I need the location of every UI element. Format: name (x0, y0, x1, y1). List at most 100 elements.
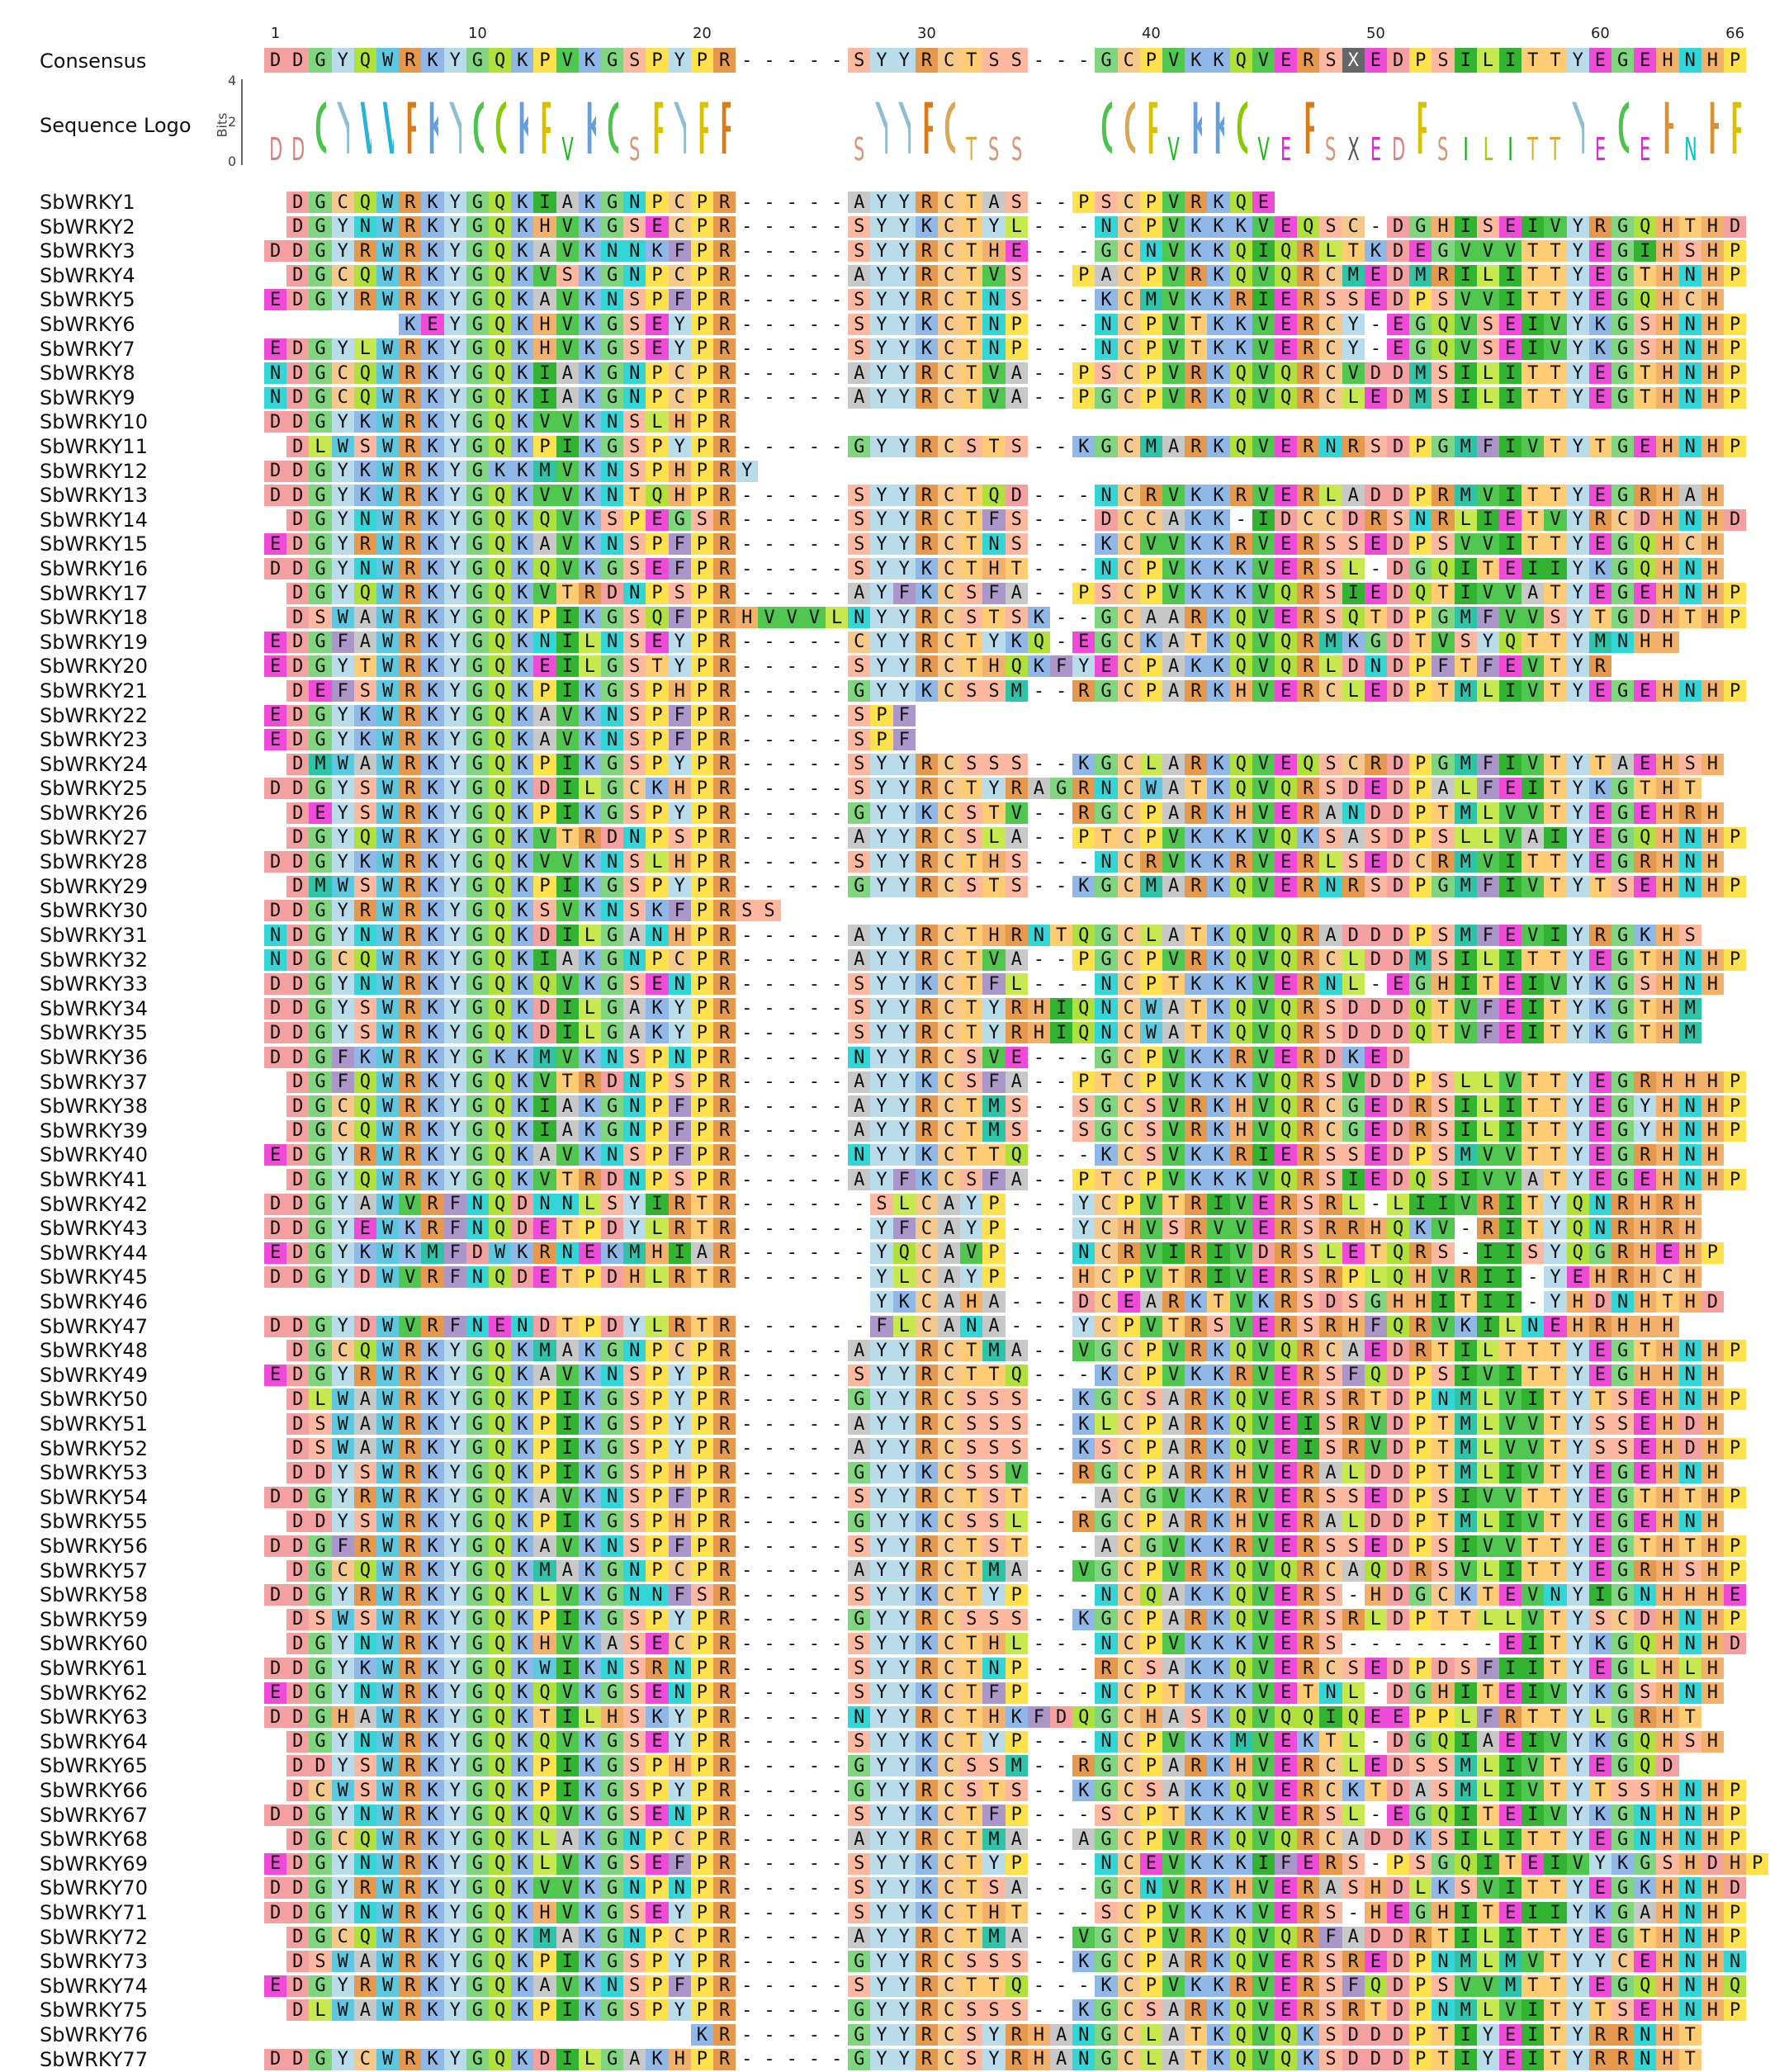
sequence-residue: T (1678, 1535, 1701, 1557)
sequence-residue: D (1387, 1095, 1410, 1118)
sequence-residue: W (1139, 778, 1162, 800)
sequence-residue: G (466, 1755, 489, 1777)
sequence-residue: S (1319, 1364, 1342, 1386)
sequence-residue: - (831, 558, 843, 579)
sequence-residue: K (421, 215, 444, 238)
sequence-residue: M (1409, 386, 1432, 409)
sequence-residue: S (1634, 973, 1657, 996)
sequence-residue: P (1139, 362, 1162, 385)
sequence-residue: G (601, 778, 624, 800)
sequence-residue: Q (1275, 778, 1298, 800)
sequence-residue: C (1095, 1291, 1118, 1313)
sequence-residue: K (511, 264, 534, 286)
consensus-residue: S (623, 48, 646, 73)
sequence-residue: - (1055, 876, 1067, 897)
sequence-residue: L (1005, 1511, 1028, 1533)
position-tick: 1 (270, 25, 281, 42)
sequence-residue: G (309, 729, 332, 751)
sequence-residue: Q (1275, 240, 1298, 263)
sequence-residue: G (1611, 1584, 1635, 1606)
sequence-residue: D (1656, 1755, 1679, 1777)
sequence-residue: R (713, 1413, 736, 1435)
sequence-residue: R (1297, 533, 1320, 556)
sequence-residue: P (1409, 802, 1432, 824)
sequence-residue: H (1701, 802, 1724, 824)
sequence-residue: K (421, 875, 444, 897)
sequence-residue: Y (870, 607, 893, 629)
sequence-residue: D (1364, 1926, 1387, 1948)
sequence-residue: - (764, 705, 775, 726)
sequence-residue: Y (892, 1413, 916, 1435)
sequence-residue: - (764, 1535, 775, 1557)
sequence-residue: A (1342, 1828, 1365, 1851)
sequence-residue: V (1162, 1169, 1186, 1190)
sequence-residue: L (1476, 1926, 1499, 1948)
sequence-residue: C (1117, 1706, 1140, 1729)
sequence-logo-label: Sequence Logo (40, 114, 192, 137)
sequence-residue: F (982, 1169, 1006, 1190)
sequence-residue: D (286, 1804, 310, 1826)
sequence-residue: N (1678, 338, 1701, 360)
sequence-residue: R (1634, 1071, 1657, 1093)
sequence-residue: L (892, 1193, 916, 1215)
sequence-residue: - (1055, 949, 1067, 971)
logo-letter: V (561, 134, 574, 165)
sequence-residue: V (1252, 851, 1275, 873)
sequence-residue: L (1678, 1658, 1701, 1679)
sequence-residue: E (646, 1730, 669, 1753)
consensus-residue: H (1701, 48, 1724, 73)
logo-letter: E (1370, 134, 1381, 165)
sequence-residue: D (286, 948, 310, 971)
sequence-residue: S (1319, 1535, 1342, 1557)
sequence-residue: W (331, 1951, 354, 1973)
sequence-residue: V (1522, 436, 1545, 457)
sequence-residue: G (466, 1437, 489, 1459)
sequence-residue: S (1588, 1413, 1611, 1435)
sequence-residue: C (938, 192, 961, 213)
sequence-residue: Y (870, 1437, 893, 1459)
sequence-residue: H (1634, 1193, 1657, 1215)
sequence-residue: R (353, 533, 376, 556)
sequence-residue: Y (443, 1071, 466, 1093)
sequence-residue: - (1055, 1755, 1067, 1776)
sequence-residue: A (1162, 1584, 1186, 1606)
sequence-residue: D (286, 1462, 310, 1484)
sequence-residue: W (376, 1340, 400, 1362)
sequence-residue: - (1033, 851, 1045, 873)
sequence-residue: K (578, 1511, 601, 1533)
sequence-residue: L (646, 851, 669, 873)
sequence-residue: F (331, 680, 354, 702)
sequence-residue: N (623, 192, 646, 213)
sequence-residue: N (982, 533, 1006, 556)
sequence-residue: M (1229, 1730, 1252, 1753)
sequence-residue: S (1319, 582, 1342, 604)
sequence-residue: Y (870, 1022, 893, 1044)
sequence-residue: H (1701, 1364, 1724, 1386)
sequence-residue: F (870, 1315, 893, 1337)
sequence-residue: V (1454, 1022, 1477, 1044)
sequence-residue: K (1207, 925, 1230, 946)
sequence-residue: G (1095, 1926, 1118, 1948)
sequence-residue: Q (1297, 753, 1320, 775)
sequence-residue: V (1499, 1413, 1522, 1435)
sequence-residue: Y (443, 973, 466, 996)
sequence-residue: R (713, 875, 736, 897)
sequence-residue: - (831, 1805, 843, 1826)
sequence-residue: Y (892, 215, 916, 238)
sequence-residue: E (353, 1218, 376, 1240)
sequence-name: SbWRKY35 (40, 1021, 148, 1045)
sequence-residue: E (1275, 289, 1298, 311)
sequence-residue: K (421, 1095, 444, 1118)
sequence-residue: F (982, 1071, 1006, 1093)
sequence-residue: C (1117, 1535, 1140, 1557)
sequence-residue: R (713, 1999, 736, 2022)
sequence-residue: P (533, 753, 556, 775)
sequence-residue: N (1678, 1926, 1701, 1948)
sequence-residue: Y (870, 925, 893, 946)
sequence-residue: K (1185, 1144, 1208, 1166)
sequence-residue: L (1476, 264, 1499, 286)
sequence-residue: R (1229, 1144, 1252, 1166)
logo-letter: I (1507, 134, 1513, 165)
sequence-residue: K (421, 1364, 444, 1386)
sequence-residue: N (1678, 1902, 1701, 1923)
